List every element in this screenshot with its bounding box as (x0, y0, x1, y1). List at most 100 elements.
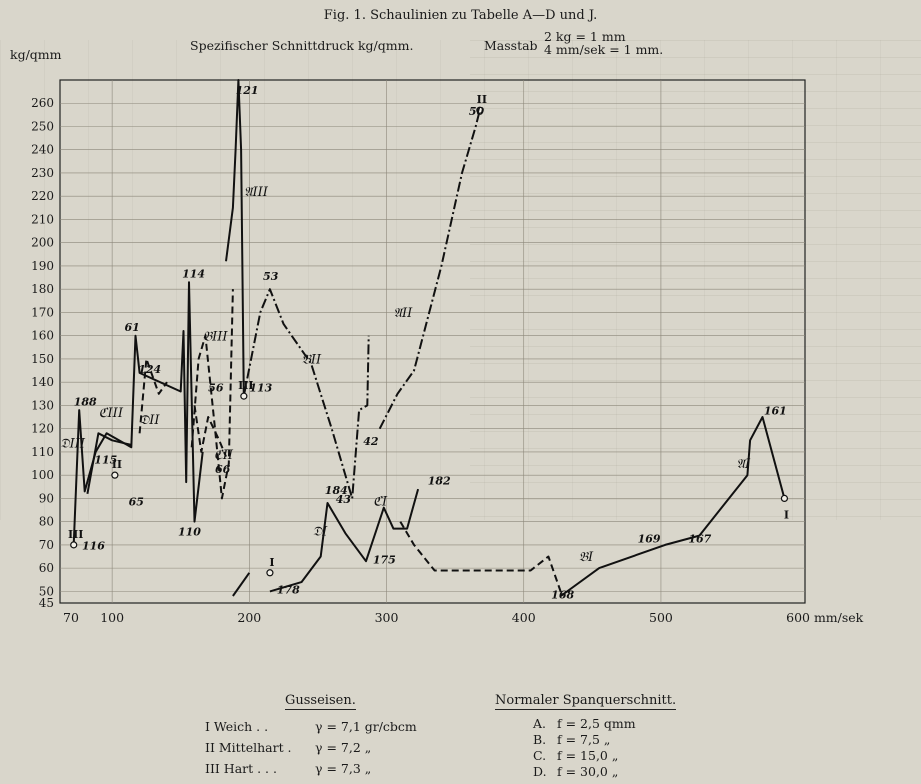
curve-name-label: 𝔅III (203, 329, 229, 344)
point-number-label: 42 (363, 435, 379, 448)
figure-title: Fig. 1. Schaulinien zu Tabelle A—D und J… (323, 8, 598, 23)
marker-label: I (784, 508, 789, 521)
point-number-label: 168 (551, 588, 574, 601)
cut-legend: A. f = 2,5 qmm B. f = 7,5 „ C. f = 15,0 „ D… (533, 716, 636, 780)
cast-legend-value-2: γ = 7,2 „ (315, 740, 372, 755)
cut-legend-name-4: D. (533, 764, 547, 779)
series-line-b-i (399, 521, 564, 597)
y-tick-label: 140 (31, 375, 54, 389)
x-tick-label: 500 (649, 610, 673, 625)
point-number-label: 115 (94, 454, 117, 467)
y-tick-label: 250 (31, 119, 54, 133)
point-number-label: 110 (178, 526, 201, 539)
x-tick-label: 70 (63, 610, 79, 625)
point-number-label: 169 (638, 533, 661, 546)
open-circle-marker (240, 392, 248, 400)
y-tick-label: 70 (39, 538, 54, 552)
curve-name-label: 𝔄II (393, 306, 413, 321)
series-line-c-ii (193, 405, 227, 457)
point-number-label: 113 (249, 381, 272, 394)
x-tick-label: 600 mm/sek (786, 610, 864, 625)
cast-legend-row-3: III Hart . . . γ = 7,3 „ (205, 758, 417, 779)
curve-name-label: 𝔇II (140, 413, 161, 428)
y-tick-label: 190 (31, 259, 54, 273)
scale-label: Masstab (484, 38, 538, 53)
point-number-label: 184 (325, 484, 348, 497)
cast-legend-name-1: I Weich . . (205, 719, 269, 734)
curve-name-label: 𝔇I (312, 525, 328, 540)
curve-name-label: 𝔄III (244, 185, 269, 200)
cast-legend-row-1: I Weich . . γ = 7,1 gr/cbcm (205, 716, 417, 737)
series-line-a-i (560, 416, 786, 597)
point-number-label: 167 (688, 533, 711, 546)
series-line-a-iii (225, 79, 245, 397)
point-number-label: 53 (263, 270, 279, 283)
point-number-label: 66 (215, 463, 231, 476)
scale-lines: 2 kg = 1 mm 4 mm/sek = 1 mm. (544, 30, 663, 56)
cut-legend-value-3: f = 15,0 „ (557, 748, 619, 763)
y-tick-label: 120 (31, 422, 54, 436)
y-tick-label: 130 (31, 398, 54, 412)
cut-legend-name-2: B. (533, 732, 547, 747)
point-number-label: 178 (277, 584, 300, 597)
series-line-c-i (269, 488, 420, 593)
curve-name-label: 𝔅II (301, 353, 322, 368)
point-number-label: 61 (124, 321, 139, 334)
series-line-a-ii (378, 109, 481, 430)
point-number-label: 124 (138, 363, 161, 376)
y-tick-label: 200 (31, 236, 54, 250)
point-number-label: 65 (129, 495, 144, 508)
cut-legend-value-1: f = 2,5 qmm (557, 716, 636, 731)
marker-label: II (112, 458, 122, 471)
scale-line-1: 2 kg = 1 mm (544, 29, 626, 44)
cast-legend-name-2: II Mittelhart . (205, 740, 292, 755)
point-number-label: 182 (428, 474, 451, 487)
y-tick-label: 110 (31, 445, 54, 459)
cast-legend-value-3: γ = 7,3 „ (315, 761, 372, 776)
cast-legend-name-3: III Hart . . . (205, 761, 277, 776)
y-tick-label: 60 (39, 561, 54, 575)
open-circle-marker (111, 471, 119, 479)
y-tick-label: 150 (31, 352, 54, 366)
y-tick-label: 80 (39, 515, 54, 529)
open-circle-marker (780, 494, 789, 502)
cast-legend-row-2: II Mittelhart . γ = 7,2 „ (205, 737, 417, 758)
point-number-label: 50 (469, 105, 485, 118)
cut-legend-name-3: C. (533, 748, 547, 763)
background-grid-texture (0, 40, 921, 520)
point-number-label: 161 (764, 405, 787, 418)
x-tick-label: 300 (375, 610, 399, 625)
y-tick-label: 260 (31, 96, 54, 110)
figure-subtitle: Spezifischer Schnittdruck kg/qmm. (190, 38, 414, 53)
cut-legend-row-1: A. f = 2,5 qmm (533, 716, 636, 732)
series-line-b-ii (242, 288, 370, 500)
series-line-b-iii (190, 289, 234, 500)
series-line-d-i (232, 572, 251, 597)
y-tick-label: 160 (31, 329, 54, 343)
cut-legend-value-2: f = 7,5 „ (557, 732, 611, 747)
plot-frame (59, 79, 806, 604)
point-number-label: 188 (74, 395, 97, 408)
curve-name-label: ℭI (373, 494, 388, 509)
series-line-d-iii (72, 281, 204, 545)
point-number-label: 114 (182, 268, 205, 281)
curve-name-label: ℭIII (98, 406, 123, 421)
point-number-label: 43 (336, 493, 352, 506)
y-axis-unit: kg/qmm (10, 47, 62, 62)
y-tick-label: 220 (31, 189, 54, 203)
marker-label: II (477, 93, 487, 106)
marker-label: I (269, 556, 274, 569)
point-number-label: 116 (82, 540, 105, 553)
cast-legend-title: Gusseisen. (285, 693, 356, 710)
scale-line-2: 4 mm/sek = 1 mm. (544, 42, 664, 57)
curve-name-label: 𝔇III (60, 436, 86, 451)
x-tick-label: 100 (100, 610, 124, 625)
y-tick-label: 240 (31, 143, 54, 157)
y-tick-label: 90 (39, 491, 54, 505)
cut-legend-row-3: C. f = 15,0 „ (533, 748, 636, 764)
point-number-label: 121 (236, 84, 259, 97)
y-tick-label: 180 (31, 282, 54, 296)
y-tick-label: 50 (39, 584, 54, 598)
y-tick-label: 230 (31, 166, 54, 180)
